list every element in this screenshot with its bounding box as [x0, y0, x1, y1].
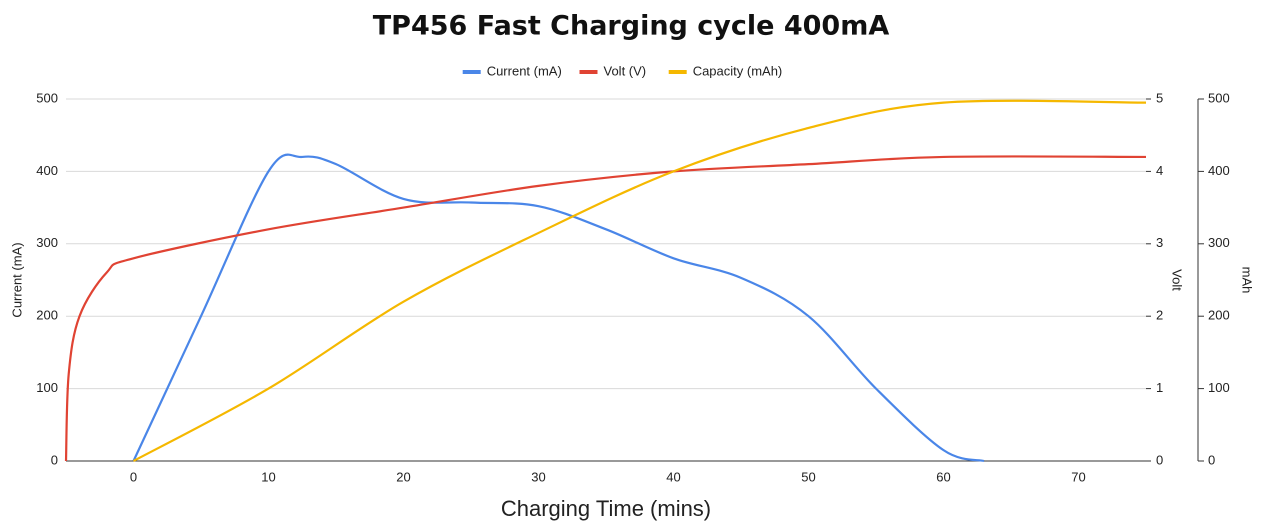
series-line: [64, 155, 1147, 462]
y2-tick-label: 3: [1156, 235, 1163, 250]
y3-tick-label: 500: [1208, 90, 1230, 105]
y2-tick-label: 4: [1156, 163, 1163, 178]
legend-label: Volt (V): [604, 63, 647, 78]
legend-swatch: [462, 70, 481, 74]
x-tick-label: 70: [1071, 469, 1085, 484]
x-tick-label: 60: [936, 469, 950, 484]
chart-title: TP456 Fast Charging cycle 400mA: [373, 11, 890, 42]
y-tick-label: 400: [36, 163, 58, 178]
y2-tick-label: 2: [1156, 308, 1163, 323]
y-tick-label: 300: [36, 235, 58, 250]
y-tick-label: 0: [51, 452, 58, 467]
legend-swatch: [579, 70, 598, 74]
x-tick-label: 0: [130, 469, 137, 484]
y3-tick-label: 300: [1208, 235, 1230, 250]
y-tick-label: 500: [36, 90, 58, 105]
y-axis-label: Current (mA): [9, 242, 24, 317]
x-tick-label: 40: [666, 469, 680, 484]
y-tick-label: 100: [36, 380, 58, 395]
y3-axis-label: mAh: [1240, 267, 1255, 294]
y2-axis-label: Volt: [1170, 269, 1185, 291]
series-line: [132, 153, 985, 463]
y3-tick-label: 400: [1208, 163, 1230, 178]
x-tick-label: 50: [801, 469, 815, 484]
series-line: [132, 99, 1147, 462]
y3-tick-label: 200: [1208, 308, 1230, 323]
y3-tick-label: 100: [1208, 380, 1230, 395]
x-tick-label: 20: [396, 469, 410, 484]
y-tick-label: 200: [36, 308, 58, 323]
x-axis-label: Charging Time (mins): [501, 496, 711, 521]
y3-tick-label: 0: [1208, 452, 1215, 467]
y2-tick-label: 0: [1156, 452, 1163, 467]
x-tick-label: 10: [261, 469, 275, 484]
y2-tick-label: 5: [1156, 90, 1163, 105]
legend-label: Capacity (mAh): [693, 63, 783, 78]
legend-swatch: [668, 70, 687, 74]
x-tick-label: 30: [531, 469, 545, 484]
legend-label: Current (mA): [487, 63, 562, 78]
y2-tick-label: 1: [1156, 380, 1163, 395]
